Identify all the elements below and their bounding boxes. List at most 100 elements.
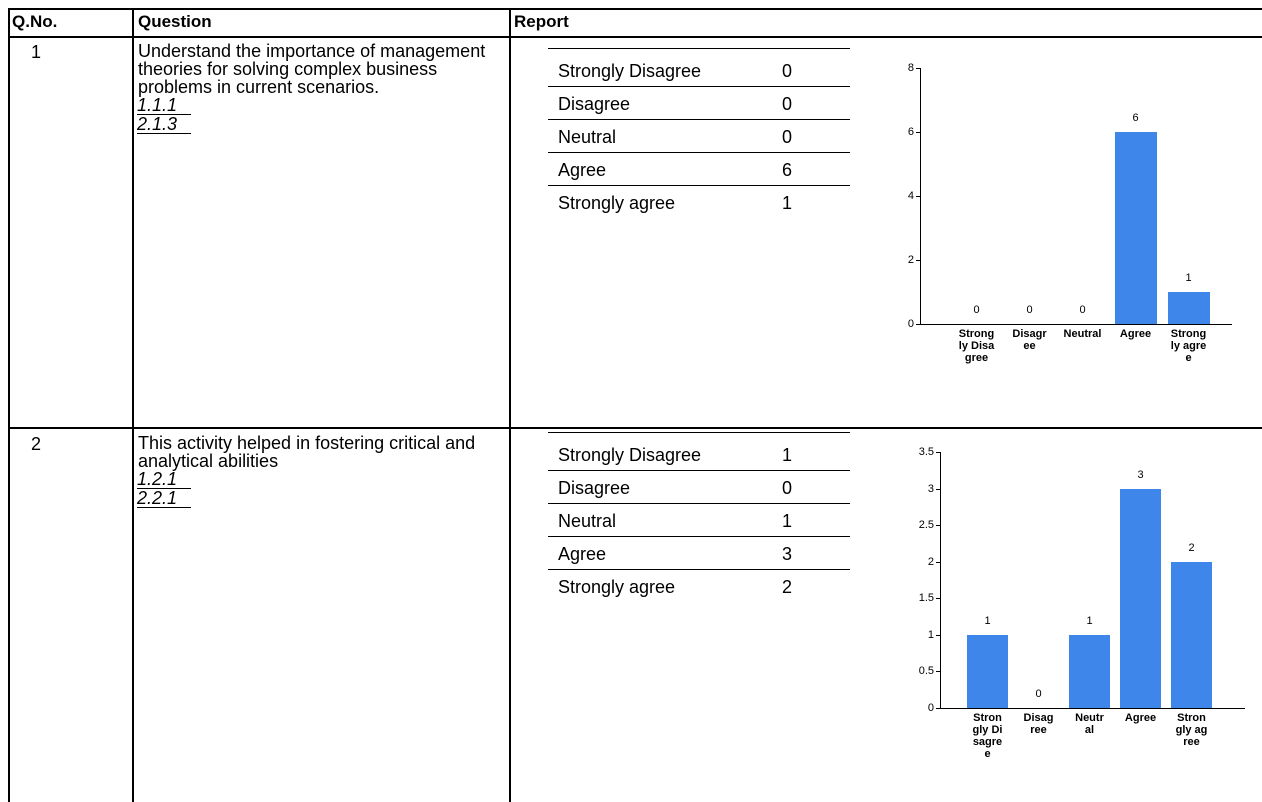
y-tick-label: 0 — [927, 702, 934, 714]
y-tick — [936, 525, 940, 527]
response-count: 1 — [782, 193, 793, 213]
bar — [1120, 488, 1161, 708]
y-tick — [916, 132, 920, 133]
rule — [548, 86, 850, 87]
y-tick — [936, 671, 940, 673]
y-tick-label: 8 — [907, 62, 914, 74]
y-axis — [940, 452, 941, 708]
response-count: 1 — [782, 445, 793, 465]
question-number: 1 — [30, 42, 41, 62]
category-label: Agree — [1124, 712, 1157, 724]
y-tick-label: 2 — [927, 555, 934, 568]
value-label: 6 — [1132, 112, 1139, 124]
y-tick-label: 4 — [907, 190, 914, 202]
header: Report — [514, 12, 569, 31]
y-tick — [936, 708, 940, 709]
rule — [548, 536, 850, 537]
rule — [548, 119, 850, 120]
response-count: 6 — [782, 160, 793, 180]
y-tick — [936, 561, 940, 563]
y-axis — [920, 68, 921, 324]
y-tick — [916, 260, 920, 261]
response-label: Agree — [558, 544, 607, 564]
question-text: This activity helped in fostering critic… — [138, 433, 476, 471]
table-border — [8, 427, 1262, 429]
question-text: Understand the importance of management … — [138, 41, 486, 97]
response-label: Strongly Disagree — [558, 445, 702, 465]
category-label: Strongly agree — [1175, 712, 1208, 748]
response-label: Neutral — [558, 511, 617, 531]
table-border — [509, 8, 511, 802]
rule — [548, 470, 850, 471]
x-axis — [920, 324, 1232, 325]
rule — [548, 569, 850, 570]
rule — [548, 48, 850, 49]
table-border — [132, 8, 134, 802]
category-label: Disagree — [1012, 328, 1047, 352]
response-count: 0 — [782, 61, 793, 81]
header: Question — [138, 12, 212, 31]
bar — [1069, 634, 1110, 708]
y-tick — [936, 452, 940, 453]
category-label: Neutral — [1075, 712, 1104, 736]
y-tick — [916, 324, 920, 325]
table-border — [8, 36, 1262, 38]
bar — [967, 634, 1008, 708]
y-tick — [916, 196, 920, 197]
x-axis — [940, 708, 1245, 709]
rule — [548, 185, 850, 186]
y-tick-label: 6 — [907, 126, 914, 138]
response-label: Disagree — [558, 478, 631, 498]
y-tick-label: 2 — [907, 254, 914, 266]
response-label: Agree — [558, 160, 607, 180]
category-label: Neutral — [1063, 328, 1102, 340]
y-tick-label: 0.5 — [918, 665, 934, 678]
y-tick-label: 0 — [907, 318, 914, 330]
value-label: 1 — [984, 614, 991, 627]
response-count: 0 — [782, 127, 793, 147]
response-label: Disagree — [558, 94, 631, 114]
value-label: 0 — [973, 304, 980, 316]
table-border — [8, 8, 1262, 10]
header: Q.No. — [12, 12, 58, 31]
category-label: Strongly Disagree — [958, 328, 995, 364]
rule — [548, 432, 850, 433]
category-label: Agree — [1119, 328, 1152, 340]
value-label: 2 — [1188, 541, 1195, 554]
rule — [548, 152, 850, 153]
y-tick-label: 3.5 — [918, 446, 934, 458]
y-tick — [916, 68, 920, 69]
y-tick — [936, 598, 940, 600]
bar — [1171, 561, 1212, 708]
code: 2.2.1 — [137, 489, 191, 508]
bar — [1167, 292, 1210, 324]
y-tick-label: 1 — [927, 628, 934, 641]
value-label: 0 — [1079, 304, 1086, 316]
value-label: 3 — [1137, 468, 1144, 481]
value-label: 0 — [1026, 304, 1033, 316]
table-border — [8, 8, 10, 802]
y-tick-label: 2.5 — [918, 519, 934, 532]
response-label: Strongly Disagree — [558, 61, 702, 81]
value-label: 0 — [1035, 688, 1042, 700]
category-label: Strongly Disagree — [972, 712, 1003, 760]
code: 1.2.1 — [137, 470, 191, 489]
category-label: Strongly agree — [1170, 328, 1207, 364]
code: 1.1.1 — [137, 96, 191, 115]
category-label: Disagree — [1023, 712, 1054, 736]
question-number: 2 — [30, 434, 41, 454]
response-count: 0 — [782, 478, 793, 498]
rule — [548, 503, 850, 504]
response-count: 0 — [782, 94, 793, 114]
code: 2.1.3 — [137, 115, 191, 134]
response-label: Strongly agree — [558, 577, 676, 597]
y-tick — [936, 488, 940, 490]
response-count: 2 — [782, 577, 793, 597]
value-label: 1 — [1185, 272, 1192, 284]
y-tick-label: 3 — [927, 482, 934, 495]
y-tick — [936, 634, 940, 636]
response-count: 1 — [782, 511, 793, 531]
response-label: Strongly agree — [558, 193, 676, 213]
value-label: 1 — [1086, 614, 1093, 627]
